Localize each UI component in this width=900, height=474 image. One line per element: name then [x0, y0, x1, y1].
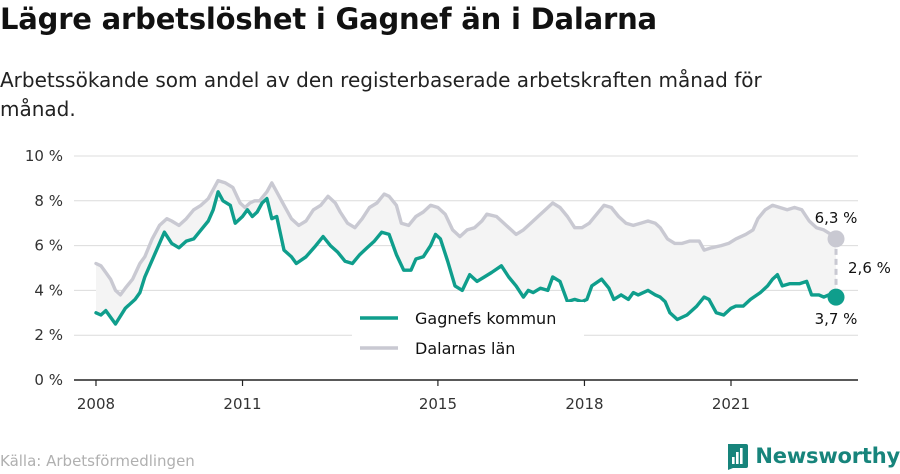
- legend: Gagnefs kommun Dalarnas län: [352, 302, 584, 368]
- series-line-dalarnas-lan: [94, 178, 838, 297]
- line-chart: 0 % 2 % 4 % 6 % 8 % 10 % 2008 2011 2015 2018 2021…: [25, 147, 891, 413]
- legend-label-dalarnas-lan: Dalarnas län: [415, 339, 515, 358]
- end-label-gagnefs-kommun: 3,7 %: [815, 310, 858, 328]
- end-label-dalarnas-lan: 6,3 %: [815, 209, 858, 227]
- y-tick-label: 6 %: [34, 237, 63, 255]
- x-tick-label: 2021: [712, 395, 750, 413]
- y-tick-label: 10 %: [25, 147, 63, 165]
- y-tick-label: 0 %: [34, 371, 63, 389]
- y-tick-label: 2 %: [34, 326, 63, 344]
- x-axis: 2008 2011 2015 2018 2021: [74, 379, 858, 413]
- chart-subtitle: Arbetssökande som andel av den registerb…: [0, 68, 762, 121]
- series-line-gagnefs-kommun: [94, 190, 838, 326]
- brand-logo[interactable]: Newsworthy: [725, 440, 900, 472]
- difference-band: [96, 180, 836, 324]
- difference-label: 2,6 %: [848, 259, 891, 277]
- y-tick-label: 4 %: [34, 281, 63, 299]
- end-marker-dalarnas-lan: [827, 230, 845, 248]
- end-annotations: 6,3 % 3,7 % 2,6 %: [815, 209, 891, 328]
- y-tick-label: 8 %: [34, 192, 63, 210]
- x-tick-label: 2015: [419, 395, 457, 413]
- x-tick-label: 2008: [77, 395, 115, 413]
- chart-title: Lägre arbetslöshet i Gagnef än i Dalarna: [0, 2, 657, 36]
- difference-area: [96, 180, 836, 324]
- x-tick-label: 2011: [223, 395, 261, 413]
- newsworthy-logo-icon: [728, 444, 749, 470]
- end-marker-gagnefs-kommun: [827, 288, 845, 306]
- series-lines: [94, 178, 838, 326]
- legend-background: [352, 302, 584, 368]
- source-note: Källa: Arbetsförmedlingen: [0, 452, 195, 470]
- brand-name: Newsworthy: [755, 444, 900, 468]
- x-tick-label: 2018: [565, 395, 603, 413]
- legend-label-gagnefs-kommun: Gagnefs kommun: [415, 309, 556, 328]
